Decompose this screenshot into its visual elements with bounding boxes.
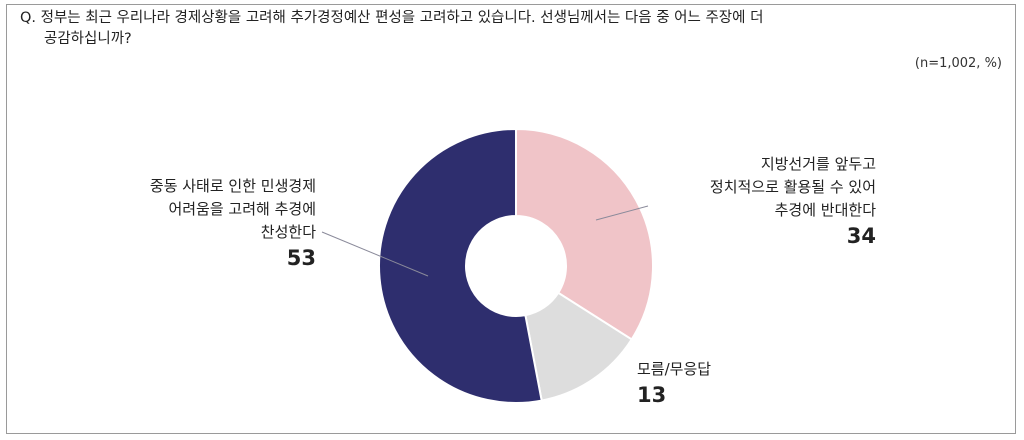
slice-label-oppose-line-3: 추경에 반대한다 <box>774 201 876 219</box>
sample-size-note: (n=1,002, %) <box>914 56 1002 71</box>
slice-label-oppose-line-2: 정치적으로 활용될 수 있어 <box>709 178 876 196</box>
slice-label-support-line-2: 어려움을 고려해 추경에 <box>168 200 316 218</box>
slice-label-unknown: 모름/무응답 13 <box>637 358 711 407</box>
slice-label-support-line-1: 중동 사태로 인한 민생경제 <box>149 177 316 195</box>
donut-slice-support <box>378 127 543 404</box>
slice-label-oppose-line-1: 지방선거를 앞두고 <box>760 155 876 173</box>
slice-label-unknown-line-1: 모름/무응답 <box>637 360 712 378</box>
slice-label-support-line-3: 찬성한다 <box>260 223 316 241</box>
leader-line-oppose <box>595 205 649 221</box>
slice-value-oppose: 34 <box>846 224 876 248</box>
slice-value-unknown: 13 <box>637 383 667 407</box>
question-line-1: Q. 정부는 최근 우리나라 경제상황을 고려해 추가경정예산 편성을 고려하고… <box>20 10 764 26</box>
slice-value-support: 53 <box>286 246 316 270</box>
slice-label-oppose: 지방선거를 앞두고 정치적으로 활용될 수 있어 추경에 반대한다 34 <box>700 153 876 248</box>
donut-slice-oppose <box>515 127 654 341</box>
question-text: Q. 정부는 최근 우리나라 경제상황을 고려해 추가경정예산 편성을 고려하고… <box>20 8 980 50</box>
chart-frame <box>6 4 1016 434</box>
donut-slice-unknown <box>524 291 634 402</box>
question-line-2: 공감하십니까? <box>44 31 132 47</box>
leader-line-support <box>321 231 429 277</box>
slice-label-support: 중동 사태로 인한 민생경제 어려움을 고려해 추경에 찬성한다 53 <box>150 175 316 270</box>
